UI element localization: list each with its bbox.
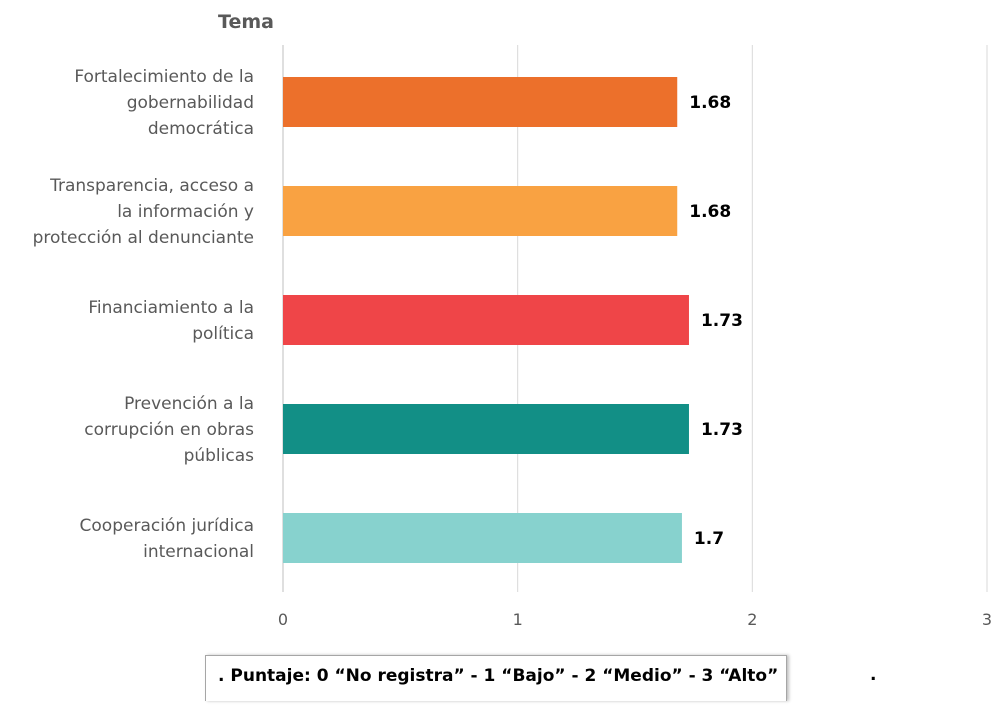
bars (283, 77, 689, 563)
data-labels: 1.68 1.68 1.73 1.73 1.7 (689, 93, 743, 549)
bar (283, 186, 678, 236)
x-tick-label: 2 (747, 610, 757, 629)
category-label: Cooperación jurídica internacional (80, 516, 254, 562)
data-label: 1.7 (694, 529, 724, 549)
bar (283, 295, 689, 345)
data-label: 1.73 (701, 311, 743, 331)
bar (283, 404, 689, 454)
score-footnote-suffix: . (870, 665, 877, 685)
data-label: 1.68 (689, 202, 731, 222)
data-label: 1.68 (689, 93, 731, 113)
x-tick-label: 3 (982, 610, 992, 629)
category-label: Financiamiento a la política (88, 298, 254, 344)
category-label: Fortalecimiento de la gobernabilidad democ… (74, 67, 254, 139)
score-footnote: . Puntaje: 0 “No registra” - 1 “Bajo” - … (205, 655, 788, 701)
data-label: 1.73 (701, 420, 743, 440)
x-tick-label: 0 (278, 610, 288, 629)
bar (283, 513, 682, 563)
x-tick-labels: 0 1 2 3 (278, 610, 992, 629)
bar (283, 77, 678, 127)
axis-title: Tema (218, 11, 274, 33)
category-labels: Fortalecimiento de la gobernabilidad democ… (33, 67, 255, 562)
x-tick-label: 1 (513, 610, 523, 629)
category-label: Prevención a la corrupción en obras públic… (84, 394, 254, 466)
